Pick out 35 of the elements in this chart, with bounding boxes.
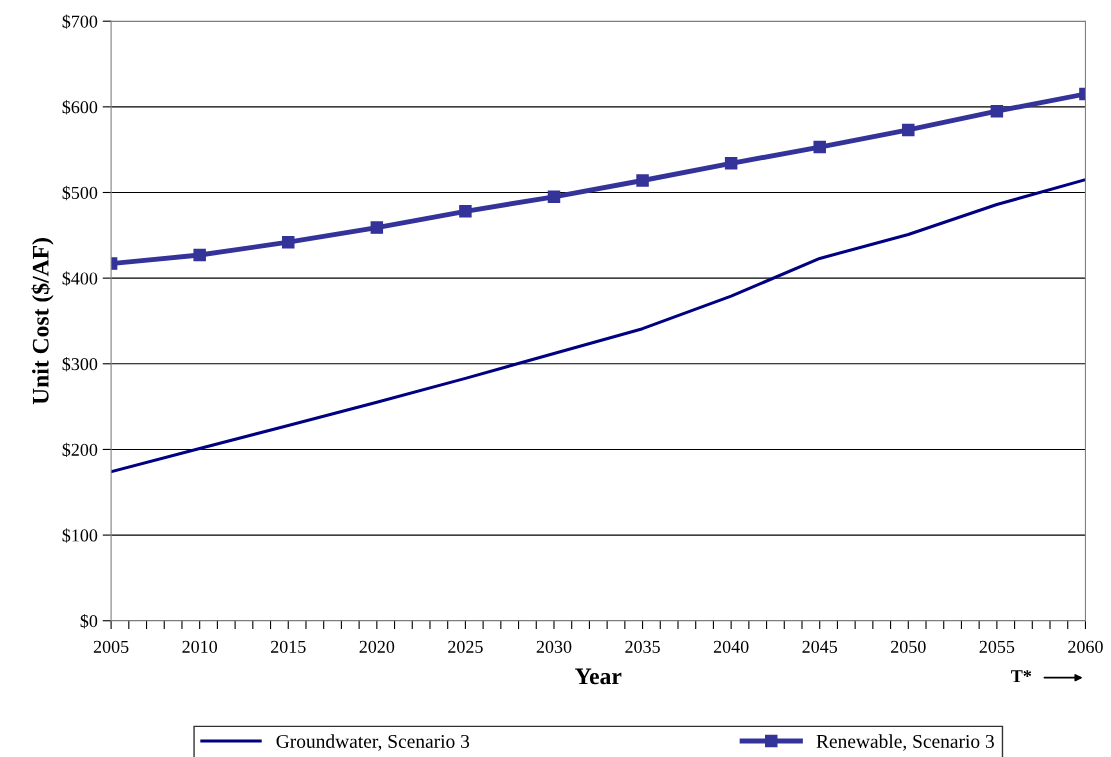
y-tick-label: $200 (62, 442, 98, 458)
x-tick-label: 2010 (182, 640, 218, 653)
x-tick-label: 2035 (625, 640, 660, 653)
y-tick-label: $300 (62, 356, 98, 372)
y-tick-label: $100 (62, 528, 98, 543)
x-tick-label: 2045 (802, 640, 838, 653)
x-tick-label: 2030 (536, 640, 572, 653)
x-tick-label: 2050 (891, 640, 926, 653)
point (547, 190, 561, 204)
x-tick-label: 2060 (1068, 640, 1103, 653)
point (724, 157, 738, 170)
x-tick-label: 2020 (359, 640, 395, 653)
point (459, 205, 472, 218)
point (990, 104, 1004, 118)
point (193, 248, 206, 262)
x-axis-title: Year (575, 668, 622, 685)
text: T* (1011, 670, 1032, 683)
y-axis-title: Unit Cost ($/AF) (31, 238, 54, 405)
x-tick-label: 2005 (93, 640, 129, 653)
x-tick-label: 2055 (979, 640, 1015, 653)
y-tick-label: $0 (80, 613, 98, 629)
x-tick-label: 2025 (448, 640, 483, 653)
legend-label: Renewable, Scenario 3 (816, 734, 994, 751)
point (282, 235, 295, 249)
point (902, 123, 915, 137)
y-tick-label: $400 (62, 271, 98, 286)
x-tick-label: 2015 (270, 640, 306, 653)
y-tick-label: $700 (62, 14, 98, 29)
point (813, 140, 826, 154)
y-tick-label: $600 (62, 100, 98, 115)
x-tick-label: 2040 (713, 640, 749, 653)
point (370, 221, 384, 234)
point (636, 174, 649, 187)
y-tick-label: $500 (62, 185, 98, 201)
legend-label: Groundwater, Scenario 3 (276, 734, 470, 751)
